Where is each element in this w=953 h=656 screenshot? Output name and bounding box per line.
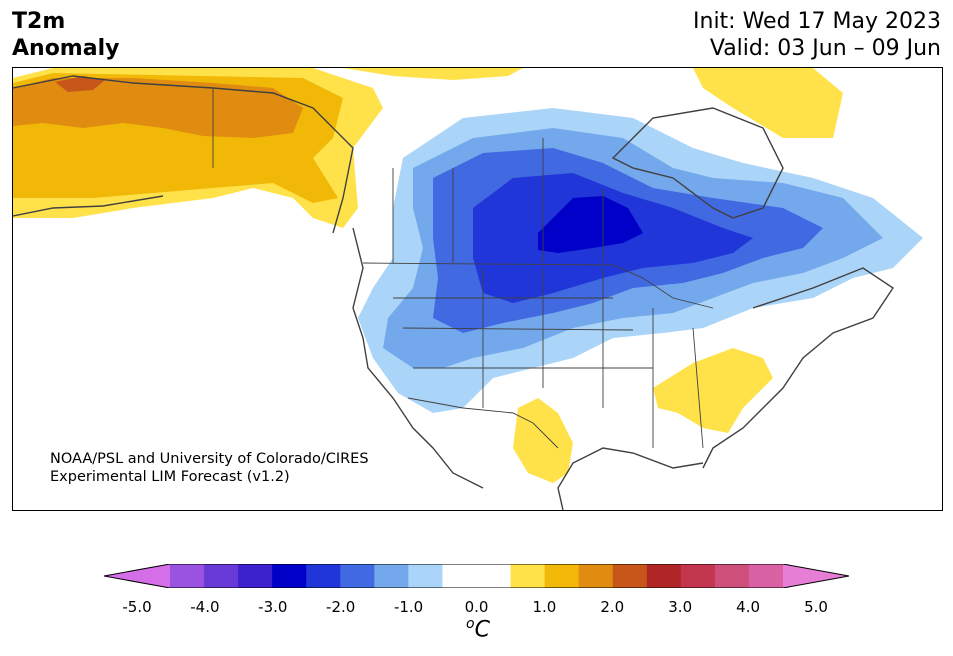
colorbar-tick-label: -2.0 xyxy=(326,598,356,616)
colorbar-extend-high xyxy=(783,564,849,588)
coastline-gulf xyxy=(557,447,704,510)
forecast-dates: Init: Wed 17 May 2023 Valid: 03 Jun – 09… xyxy=(693,8,941,62)
warm-anomaly-arctic-1 xyxy=(343,68,523,80)
colorbar-segment xyxy=(544,564,580,588)
map-title: T2m Anomaly xyxy=(12,8,119,62)
warm-anomaly-alaska-peak xyxy=(55,76,105,92)
anomaly-map xyxy=(13,68,923,510)
colorbar-segment xyxy=(510,564,546,588)
colorbar-segment xyxy=(442,564,477,588)
cold-anomaly-core xyxy=(538,196,643,253)
colorbar-tick-label: 1.0 xyxy=(532,598,557,616)
border-canada-us xyxy=(362,262,714,309)
political-borders xyxy=(212,88,714,449)
colorbar-tick-label: -3.0 xyxy=(258,598,288,616)
colorbar-tick-label: 2.0 xyxy=(600,598,625,616)
colorbar-tick-label: 0.0 xyxy=(464,598,489,616)
colorbar-segment xyxy=(272,564,307,588)
colorbar-tick-label: 3.0 xyxy=(668,598,693,616)
unit-celsius: C xyxy=(474,617,490,643)
degree-symbol: o xyxy=(466,616,475,632)
colorbar-segment xyxy=(374,564,409,588)
coastline-west xyxy=(352,227,484,489)
colorbar-tick-label: -5.0 xyxy=(122,598,152,616)
title-line-variable: T2m xyxy=(12,9,66,34)
credit-line-1: NOAA/PSL and University of Colorado/CIRE… xyxy=(50,451,369,467)
state-lines xyxy=(393,268,704,449)
colorbar-segment xyxy=(238,564,273,588)
colorbar-segment xyxy=(340,564,375,588)
colorbar-segment xyxy=(204,564,239,588)
colorbar-segment xyxy=(408,564,443,588)
valid-range: Valid: 03 Jun – 09 Jun xyxy=(709,36,941,61)
coastline-east xyxy=(702,267,894,469)
warm-anomaly-southeast xyxy=(653,348,773,433)
colorbar-segment xyxy=(714,564,750,588)
colorbar-tick-label: -4.0 xyxy=(190,598,220,616)
data-credit: NOAA/PSL and University of Colorado/CIRE… xyxy=(50,450,369,486)
warm-anomaly-texas xyxy=(513,398,573,483)
coastline-alaska xyxy=(13,75,354,234)
unit-label: oC xyxy=(466,616,490,642)
colorbar-segment xyxy=(748,564,784,588)
colorbar-segment xyxy=(306,564,341,588)
color-scale-bar xyxy=(104,564,849,588)
province-lines xyxy=(392,138,604,263)
colorbar-tick-label: 5.0 xyxy=(804,598,828,616)
map-panel: NOAA/PSL and University of Colorado/CIRE… xyxy=(12,67,943,511)
colorbar-tick-label: 4.0 xyxy=(736,598,761,616)
coastlines xyxy=(13,75,894,510)
colorbar-extend-low xyxy=(104,564,170,588)
border-mexico xyxy=(407,397,559,449)
init-date: Init: Wed 17 May 2023 xyxy=(693,9,941,34)
colorbar-segment xyxy=(578,564,614,588)
title-line-anomaly: Anomaly xyxy=(12,36,120,61)
warm-anomaly-arctic-2 xyxy=(693,68,843,138)
credit-line-2: Experimental LIM Forecast (v1.2) xyxy=(50,469,290,485)
coastline-hudson-bay xyxy=(611,107,784,219)
colorbar-segment xyxy=(612,564,648,588)
colorbar-tick-label: -1.0 xyxy=(393,598,424,616)
warm-anomaly-alaska-core xyxy=(13,78,303,138)
colorbar-segment xyxy=(680,564,716,588)
colorbar-segment xyxy=(170,564,205,588)
colorbar-segment xyxy=(476,564,512,588)
colorbar-segment xyxy=(646,564,682,588)
